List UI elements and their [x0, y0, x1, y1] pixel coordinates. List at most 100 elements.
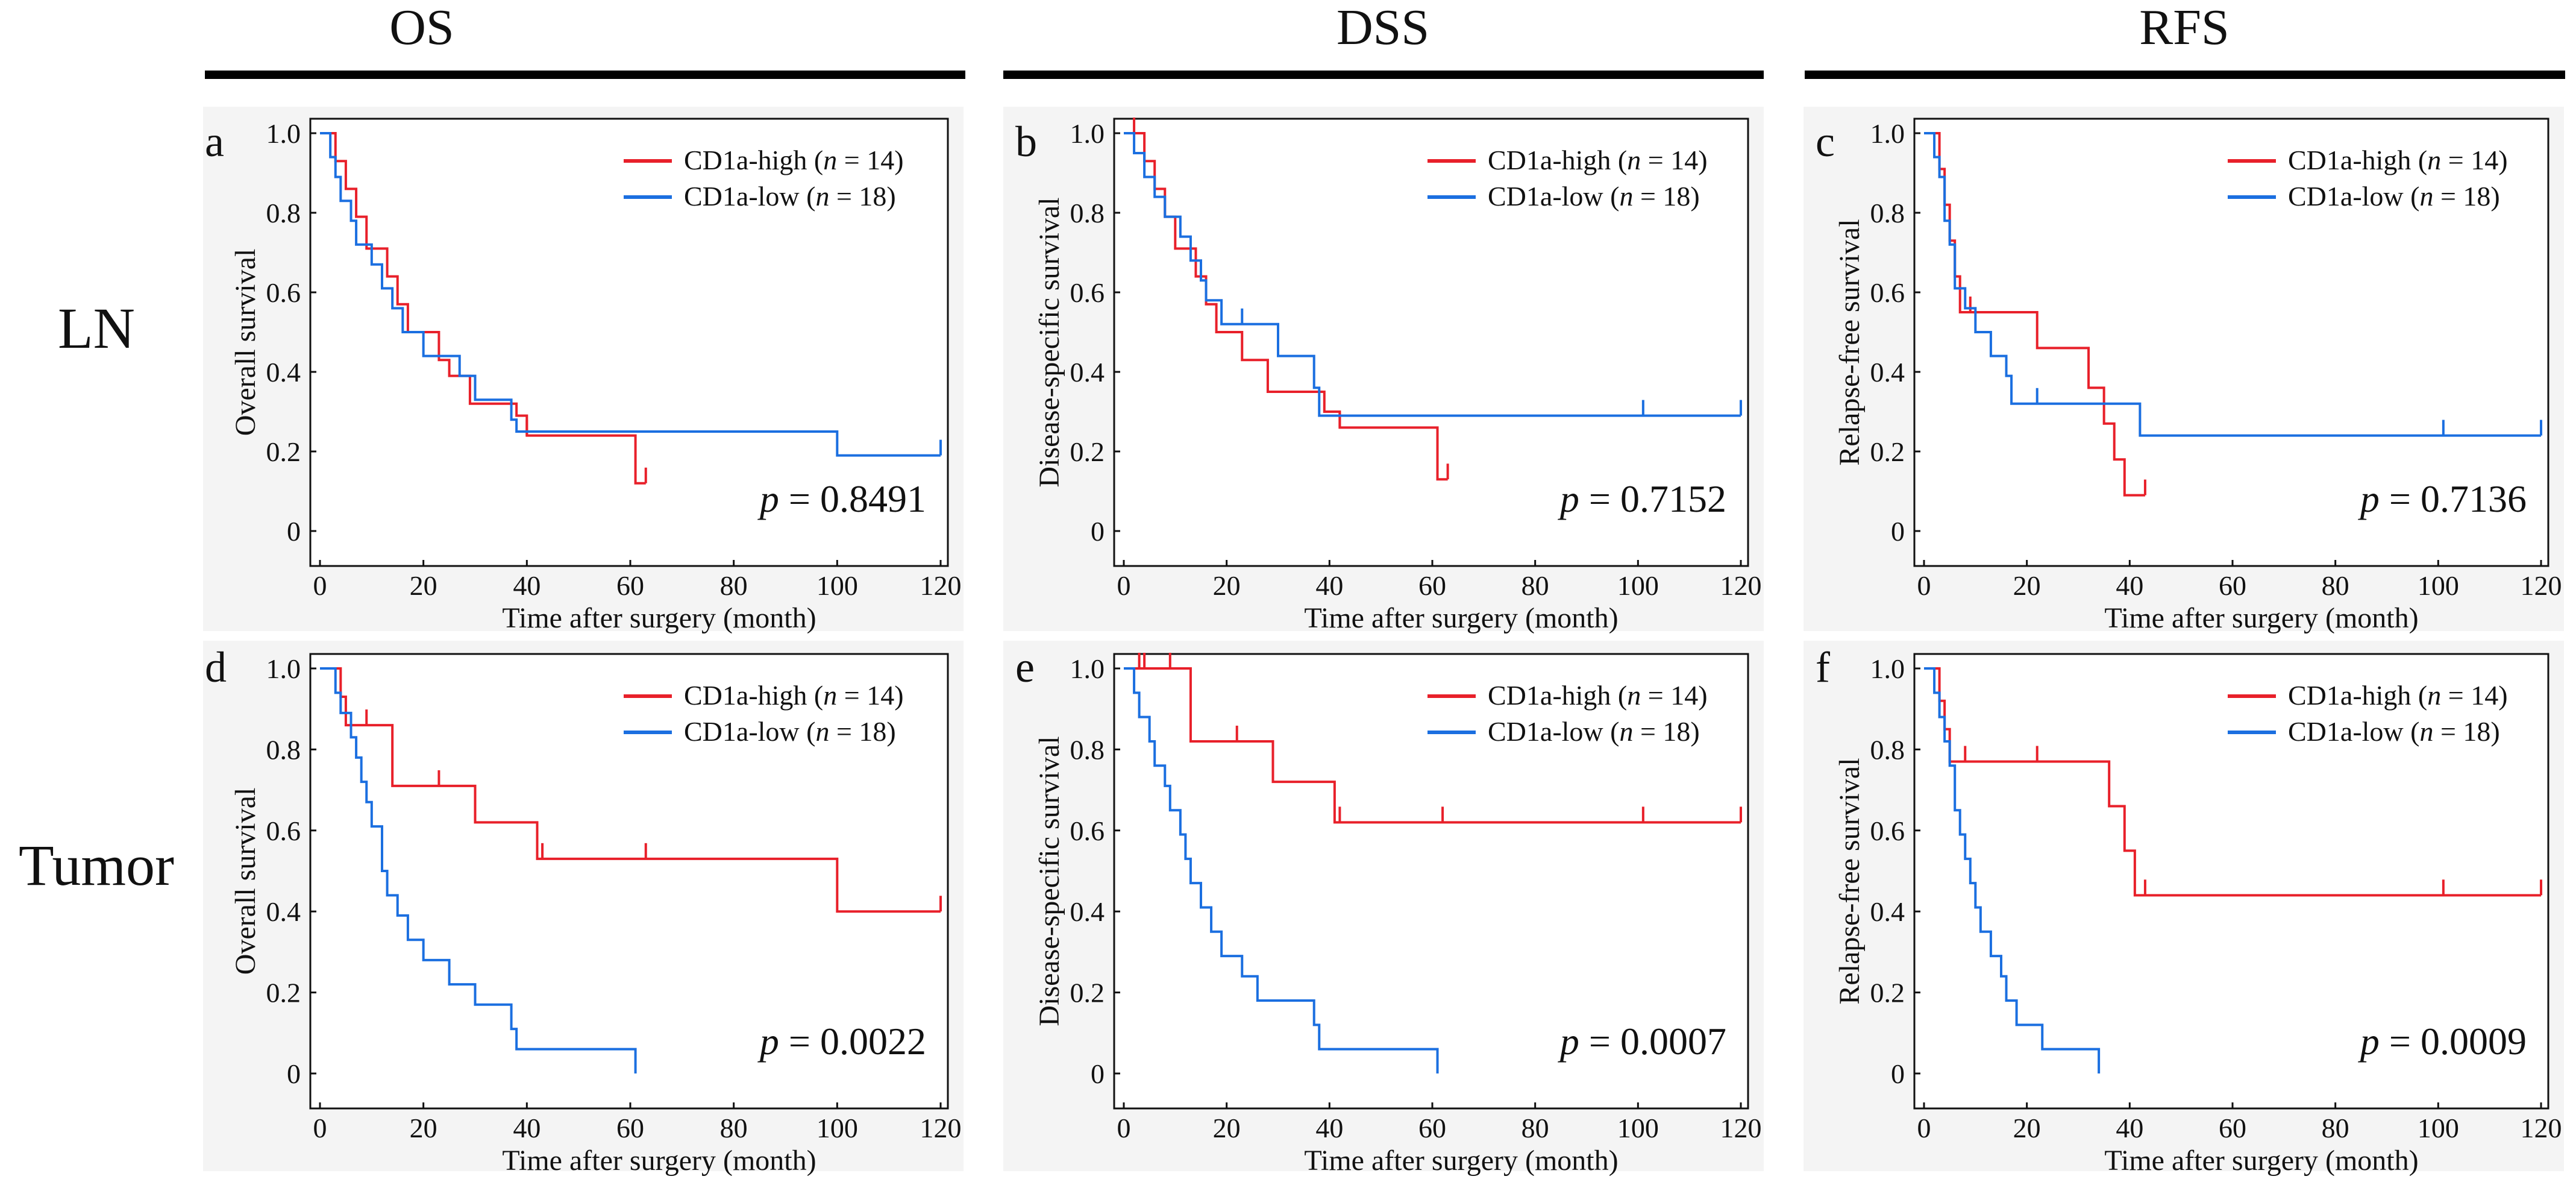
km-plot-d: 0 0.2 0.4 0.6 0.8 1.0 0 20 40 60 80 100 120 Time afte… [230, 653, 962, 1177]
x-tick-label: 20 [410, 570, 437, 601]
p-symbol: p [2358, 477, 2380, 520]
y-tick-label: 0.8 [266, 734, 301, 765]
panel-letter: d [205, 643, 227, 691]
legend-count: = 18) [829, 716, 895, 747]
x-tick-label: 100 [2418, 570, 2459, 601]
x-axis-label: Time after surgery (month) [1304, 1145, 1618, 1177]
y-tick-label: 0.2 [266, 436, 301, 467]
y-tick-label: 1.0 [1070, 118, 1105, 149]
y-tick-label: 0.2 [1870, 978, 1905, 1008]
p-value: p = 0.7152 [1558, 477, 1726, 520]
km-plot-b: 0 0.2 0.4 0.6 0.8 1.0 0 20 40 60 80 100 120 Time afte… [1033, 118, 1762, 634]
y-axis-label: Relapse-free survival [1834, 758, 1866, 1004]
y-tick-label: 0.8 [1070, 734, 1105, 765]
legend-prefix: CD1a-high ( [684, 680, 823, 711]
y-tick-label: 0.8 [1870, 734, 1905, 765]
p-value: p = 0.0022 [757, 1020, 926, 1063]
legend-n: n [1619, 716, 1633, 747]
y-tick-label: 0 [1891, 1058, 1905, 1089]
panel-f: f 0 0.2 0.4 0.6 0.8 1.0 0 20 40 60 80 100 120 Time af… [1804, 641, 2564, 1177]
km-plot-e: 0 0.2 0.4 0.6 0.8 1.0 0 20 40 60 80 100 120 Time afte… [1033, 653, 1762, 1177]
legend-n: n [2427, 145, 2441, 175]
column-rule-rfs [1805, 71, 2565, 79]
y-axis-label: Overall survival [230, 249, 262, 436]
x-tick-label: 20 [2013, 570, 2041, 601]
y-tick-label: 0 [1891, 516, 1905, 547]
y-tick-label: 0 [287, 516, 301, 547]
x-tick-label: 80 [1521, 1113, 1549, 1143]
row-label-tumor: Tumor [19, 833, 174, 897]
legend-count: = 14) [1641, 145, 1707, 175]
km-curve-low [1924, 132, 2541, 437]
y-tick-label: 0.2 [266, 978, 301, 1008]
legend-n: n [815, 716, 829, 747]
legend-n: n [823, 145, 837, 175]
x-tick-label: 40 [513, 570, 541, 601]
p-value-number: = 0.0007 [1579, 1020, 1726, 1063]
legend-n: n [1627, 680, 1641, 711]
column-title-dss: DSS [1336, 0, 1430, 55]
legend-prefix: CD1a-low ( [684, 181, 815, 212]
x-tick-label: 20 [410, 1113, 437, 1143]
y-tick-label: 0 [1091, 516, 1105, 547]
legend-entry-low: CD1a-low (n = 18) [684, 716, 896, 747]
km-curve-low [1124, 667, 1439, 1073]
legend-entry-low: CD1a-low (n = 18) [1488, 181, 1700, 212]
plot-frame [1113, 118, 1749, 567]
legend-n: n [1627, 145, 1641, 175]
legend-entry-high: CD1a-high (n = 14) [2288, 680, 2508, 711]
legend-n: n [2419, 181, 2433, 212]
x-tick-label: 80 [2322, 570, 2349, 601]
y-tick-label: 0.4 [266, 357, 301, 388]
y-tick-label: 0.4 [1870, 896, 1905, 927]
legend-entry-high: CD1a-high (n = 14) [684, 680, 904, 711]
x-tick-label: 0 [313, 570, 327, 601]
legend-count: = 14) [837, 145, 903, 175]
y-tick-label: 0.4 [1070, 357, 1105, 388]
p-value-number: = 0.8491 [779, 477, 926, 520]
legend-prefix: CD1a-low ( [684, 716, 815, 747]
x-tick-label: 100 [816, 570, 858, 601]
plot-frame [1913, 118, 2549, 567]
x-tick-label: 40 [1315, 1113, 1343, 1143]
x-tick-label: 0 [1917, 1113, 1931, 1143]
p-value-number: = 0.0009 [2380, 1020, 2527, 1063]
p-value-number: = 0.0022 [779, 1020, 926, 1063]
y-tick-label: 0.8 [266, 198, 301, 228]
legend-prefix: CD1a-high ( [2288, 145, 2427, 175]
panel-letter: e [1015, 643, 1035, 691]
legend-n: n [2419, 716, 2433, 747]
p-value-number: = 0.7152 [1579, 477, 1726, 520]
x-axis-label: Time after surgery (month) [2104, 1145, 2418, 1177]
x-tick-label: 0 [1917, 570, 1931, 601]
y-tick-label: 0.6 [266, 277, 301, 308]
y-tick-label: 0.4 [1870, 357, 1905, 388]
x-tick-label: 60 [1418, 570, 1446, 601]
y-tick-label: 0 [1091, 1058, 1105, 1089]
y-tick-label: 1.0 [1870, 653, 1905, 684]
km-curve-low [1924, 667, 2101, 1073]
column-rule-os [205, 71, 965, 79]
x-tick-label: 120 [2521, 570, 2562, 601]
legend-entry-low: CD1a-low (n = 18) [2288, 181, 2500, 212]
y-axis-label: Overall survival [230, 788, 262, 975]
p-symbol: p [1558, 477, 1579, 520]
legend-n: n [2427, 680, 2441, 711]
p-symbol: p [757, 477, 779, 520]
legend-prefix: CD1a-high ( [1488, 680, 1627, 711]
panel-d: d 0 0.2 0.4 0.6 0.8 1.0 0 20 40 60 80 100 120 Time af… [203, 641, 964, 1177]
y-axis-label: Relapse-free survival [1834, 219, 1866, 465]
km-curve-low [1124, 132, 1741, 417]
panel-letter: a [205, 118, 224, 166]
legend-entry-low: CD1a-low (n = 18) [1488, 716, 1700, 747]
legend-entry-high: CD1a-high (n = 14) [1488, 680, 1708, 711]
y-tick-label: 0.6 [266, 816, 301, 846]
legend-count: = 18) [2433, 181, 2499, 212]
p-value: p = 0.0009 [2358, 1020, 2527, 1063]
x-tick-label: 120 [920, 1113, 962, 1143]
x-tick-label: 60 [2219, 1113, 2246, 1143]
x-tick-label: 0 [1117, 570, 1131, 601]
x-axis-label: Time after surgery (month) [502, 1145, 816, 1177]
km-curve-high [320, 132, 646, 485]
x-tick-label: 120 [920, 570, 962, 601]
